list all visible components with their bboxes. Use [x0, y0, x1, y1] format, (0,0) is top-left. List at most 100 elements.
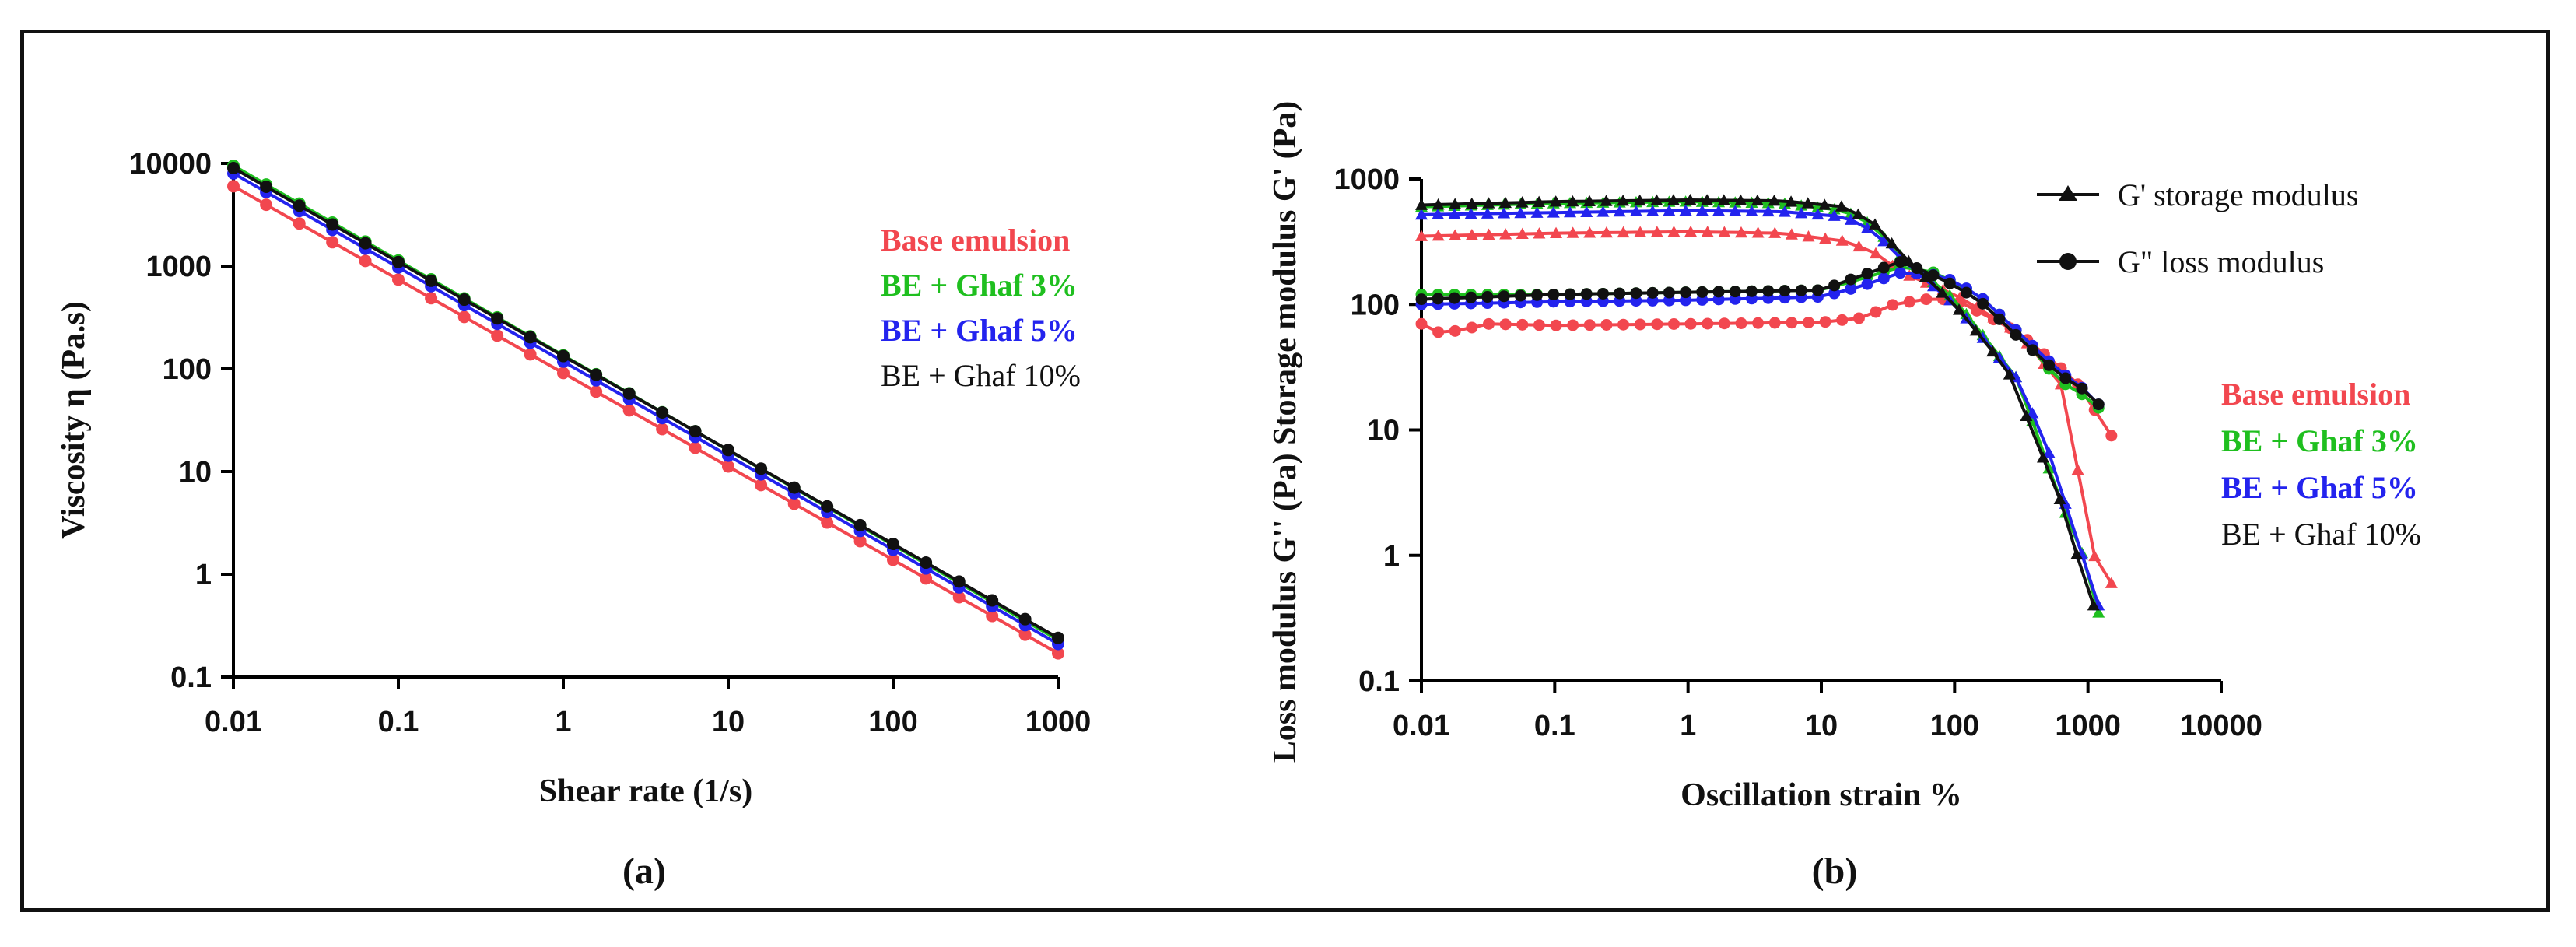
panel-a-data-point — [590, 385, 603, 398]
panel-a-data-point — [1018, 628, 1032, 641]
panel-b-storage-point — [1580, 205, 1593, 217]
panel-b-y-tick-label: 100 — [1351, 289, 1400, 321]
panel-a-data-point — [524, 331, 537, 344]
panel-a-data-point — [227, 180, 240, 193]
panel-a-data-point — [457, 293, 471, 307]
panel-b-loss-point — [1498, 290, 1510, 303]
panel-b-loss-point — [1894, 267, 1907, 279]
panel-b-storage-point — [1547, 206, 1560, 218]
panel-b-loss-point — [1630, 287, 1642, 300]
panel-b-storage-point — [1449, 229, 1462, 240]
panel-b-storage-point — [2053, 493, 2066, 504]
panel-a-data-point — [557, 367, 570, 380]
panel-b-storage-point — [1432, 230, 1445, 241]
panel-a-data-point — [326, 218, 339, 231]
panel-b-loss-point — [1802, 316, 1814, 328]
panel-b-x-tick-label: 10 — [1805, 710, 1838, 742]
panel-b-storage-point — [1415, 198, 1428, 210]
panel-b-loss-point — [1696, 286, 1709, 298]
panel-b-loss-point — [2076, 382, 2088, 395]
marker-legend-storage-label: G' storage modulus — [2118, 177, 2358, 212]
panel-b-loss-point — [1877, 272, 1890, 285]
panel-b-loss-point — [1845, 273, 1857, 286]
panel-a-data-point — [590, 368, 603, 381]
panel-a-data-point — [722, 460, 734, 473]
panel-a-viscosity-chart: 0.01 0.1 1 10 100 1000 0.1 1 10 100 1000 10000 Shea… — [56, 148, 1091, 892]
panel-a-x-tick-label: 10 — [712, 706, 745, 738]
panel-b-storage-point — [1828, 209, 1841, 221]
panel-b-storage-point — [1617, 195, 1630, 206]
panel-b-loss-point — [1977, 297, 1989, 310]
panel-b-storage-point — [2003, 368, 2016, 380]
panel-b-storage-point — [1514, 206, 1527, 219]
panel-b-storage-point — [1667, 194, 1680, 205]
panel-a-data-point — [952, 591, 966, 604]
panel-b-storage-point — [1852, 240, 1866, 252]
panel-b-loss-point — [1746, 285, 1758, 297]
panel-b-loss-point — [1702, 317, 1714, 330]
panel-b-loss-point — [1960, 286, 1972, 299]
panel-b-storage-point — [1667, 225, 1681, 237]
panel-b-storage-line — [1421, 209, 2101, 606]
panel-a-x-tick-label: 100 — [868, 706, 917, 738]
panel-b-loss-point — [1768, 317, 1781, 329]
panel-b-storage-point — [1903, 269, 1916, 281]
panel-b-storage-point — [1986, 345, 1999, 357]
marker-legend-circle-icon — [2059, 253, 2077, 270]
panel-a-series-line — [233, 184, 1059, 655]
panel-a-data-point — [392, 255, 405, 268]
panel-a-data-point — [755, 462, 768, 475]
panel-b-loss-point — [1483, 317, 1495, 330]
panel-b-loss-point — [1596, 287, 1609, 300]
panel-b-storage-point — [1768, 226, 1782, 238]
panel-b-storage-point — [1449, 198, 1462, 209]
panel-b-loss-point — [1600, 318, 1613, 331]
panel-b-y-tick-label: 10 — [1367, 415, 1400, 447]
panel-b-legend: Base emulsion BE + Ghaf 3% BE + Ghaf 5% … — [2221, 377, 2421, 552]
panel-b-storage-point — [1785, 195, 1798, 207]
panel-b-storage-point — [1801, 197, 1814, 209]
panel-a-data-point — [1052, 631, 1064, 644]
panel-b-loss-line — [1421, 265, 2100, 409]
panel-b-storage-point — [1778, 205, 1791, 217]
panel-b-loss-point — [1634, 318, 1646, 331]
panel-b-storage-point — [1448, 208, 1461, 219]
panel-a-data-point — [755, 479, 768, 492]
panel-a-label: (a) — [622, 851, 666, 892]
panel-b-storage-point — [1869, 218, 1882, 230]
panel-b-storage-point — [1613, 205, 1626, 217]
panel-b-storage-point — [1684, 194, 1697, 205]
panel-b-loss-point — [1712, 286, 1725, 298]
panel-a-data-point — [392, 273, 405, 286]
panel-b-loss-point — [1499, 318, 1512, 331]
panel-b-storage-point — [1634, 226, 1647, 237]
panel-b-storage-point — [1835, 234, 1849, 246]
panel-b-loss-point — [1514, 289, 1526, 302]
panel-a-data-point — [359, 254, 372, 268]
panel-b-loss-point — [1786, 317, 1798, 329]
panel-b-storage-point — [1516, 227, 1529, 239]
panel-b-storage-point — [2070, 548, 2084, 559]
panel-a-data-point — [821, 516, 834, 529]
panel-b-x-tick-label: 0.01 — [1393, 710, 1450, 742]
panel-b-storage-point — [1919, 270, 1932, 282]
panel-a-data-point — [622, 387, 636, 400]
panel-b-storage-point — [1629, 205, 1642, 216]
panel-a-data-point — [293, 199, 306, 212]
panel-b-storage-point — [1745, 205, 1758, 216]
panel-a-y-tick-label: 10 — [179, 456, 212, 489]
panel-a-legend-ghaf-5: BE + Ghaf 5% — [881, 313, 1078, 348]
panel-b-storage-point — [1498, 196, 1512, 209]
panel-b-storage-point — [1499, 228, 1512, 240]
panel-b-loss-point — [1861, 278, 1873, 290]
panel-b-storage-point — [2088, 549, 2101, 562]
panel-a-data-point — [689, 441, 702, 454]
panel-b-storage-point — [1734, 194, 1747, 205]
panel-b-loss-point — [1516, 318, 1529, 331]
panel-b-loss-point — [1415, 293, 1428, 306]
panel-b-loss-point — [1646, 286, 1659, 299]
panel-b-storage-point — [1516, 196, 1529, 208]
panel-b-loss-point — [1415, 317, 1428, 330]
panel-b-storage-line — [1421, 198, 2095, 606]
panel-b-storage-point — [1415, 208, 1428, 220]
